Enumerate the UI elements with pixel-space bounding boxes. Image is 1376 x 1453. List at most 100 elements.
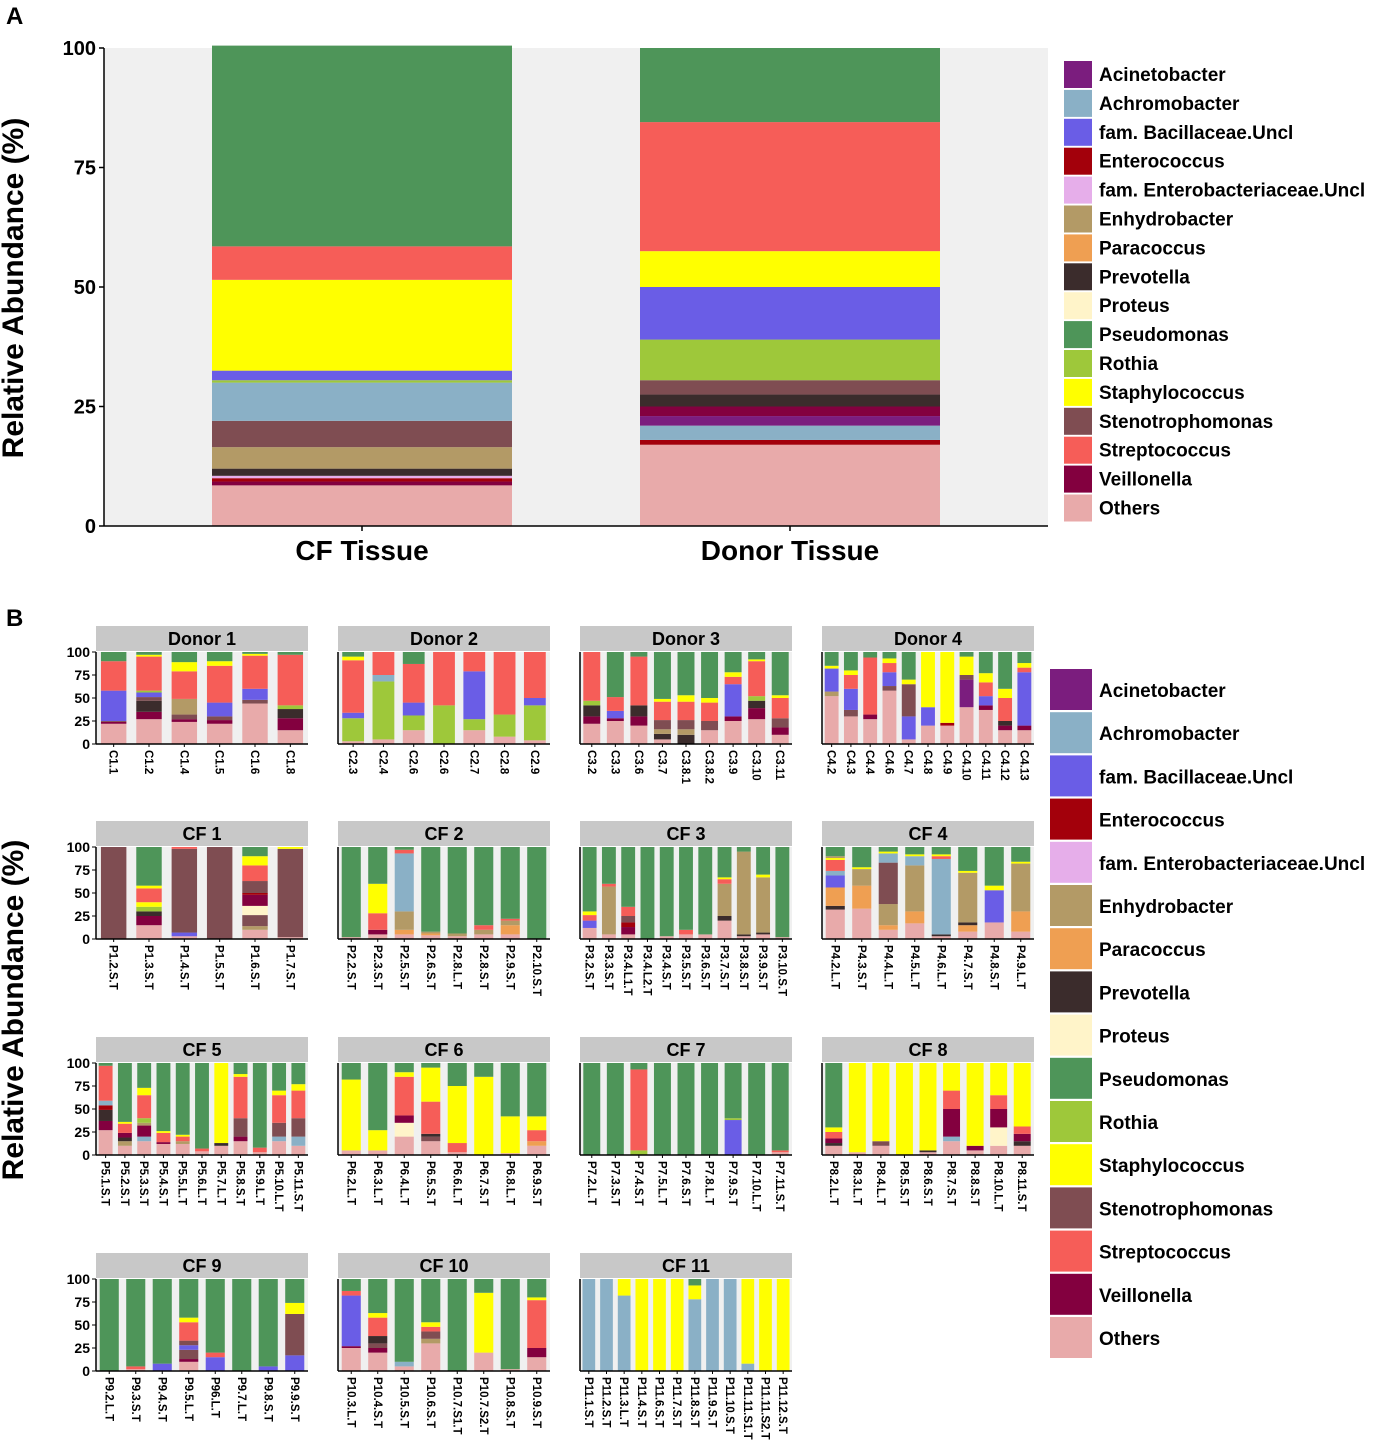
- y-tick-label-75: 75: [74, 158, 96, 180]
- bar-segment-c4-13-others: [1017, 730, 1032, 744]
- bar-segment-p5-10-l-t-staphylococcus: [272, 1090, 287, 1096]
- bar-segment-p7-9-s-t-fam-bacillaceae-uncl: [724, 1120, 742, 1155]
- bar-segment-c2-3-streptococcus: [342, 660, 365, 713]
- y-tick-label-100: 100: [67, 1055, 91, 1071]
- legend-swatch-enhydrobacter: [1064, 205, 1092, 233]
- bar-segment-c1-1-streptococcus: [100, 661, 127, 691]
- legend-swatch-streptococcus: [1050, 1230, 1092, 1272]
- bar-segment-p10-6-s-t-stenotrophomonas: [421, 1331, 441, 1339]
- bar-segment-p11-11-s1-t-achromobacter: [741, 1363, 755, 1371]
- bar-segment-p1-3-s-t-rothia: [136, 906, 162, 912]
- bar-segment-c4-7-pseudomonas: [901, 652, 916, 680]
- bar-segment-p5-1-s-t-others: [98, 1130, 113, 1155]
- bar-segment-c4-7-staphylococcus: [901, 679, 916, 685]
- bar-segment-p6-5-s-t-streptococcus: [421, 1101, 441, 1134]
- facet-title-cf-10: CF 10: [419, 1256, 468, 1276]
- bar-segment-p3-10-s-t-pseudomonas: [775, 847, 790, 938]
- bar-segment-donor-tissue-fam-bacillaceae-uncl: [640, 287, 940, 340]
- bar-segment-c3-7-pseudomonas: [653, 652, 671, 699]
- sample-label-p4-9-l-t: P4.9.L.T: [1014, 945, 1026, 989]
- sample-label-p9-3-s-t: P9.3.S.T: [129, 1377, 141, 1422]
- bar-segment-p2-8-s-t-pseudomonas: [474, 847, 494, 926]
- bar-segment-c1-5-staphylococcus: [206, 661, 233, 666]
- bar-segment-p5-5-l-t-others: [175, 1143, 190, 1155]
- bar-segment-p4-7-s-t-enhydrobacter: [958, 872, 978, 923]
- bar-segment-p5-8-s-t-stenotrophomonas: [233, 1118, 248, 1137]
- legend-swatch-prevotella: [1050, 971, 1092, 1013]
- bar-segment-p5-6-l-t-others: [195, 1151, 209, 1155]
- bar-segment-c4-11-veillonella: [978, 705, 993, 710]
- bar-segment-c3-10-rothia: [748, 696, 766, 701]
- bar-segment-p4-9-l-t-others: [1011, 931, 1031, 939]
- bar-segment-c3-7-stenotrophomonas: [653, 720, 671, 730]
- sample-label-p11-8-s-t: P11.8.S.T: [688, 1377, 700, 1428]
- bar-segment-p6-9-s-t-pseudomonas: [527, 1063, 547, 1117]
- bar-segment-p3-7-s-t-pseudomonas: [717, 847, 732, 878]
- sample-label-p10-4-s-t: P10.4.S.T: [371, 1377, 383, 1428]
- bar-segment-p8-11-s-t-others: [1013, 1145, 1031, 1155]
- bar-segment-p9-5-l-t-veillonella: [179, 1359, 199, 1362]
- bar-segment-c4-9-enterococcus: [940, 722, 955, 726]
- bar-segment-p7-4-s-t-pseudomonas: [630, 1063, 648, 1070]
- bar-segment-p4-2-l-t-fam-bacillaceae-uncl: [825, 875, 845, 888]
- bar-segment-c4-12-pseudomonas: [998, 652, 1013, 689]
- facet-strip-cf-1: [96, 821, 308, 846]
- y-tick-label-50: 50: [74, 885, 90, 901]
- bar-segment-c3-6-streptococcus: [630, 656, 648, 706]
- bar-segment-p3-4-s-t-pseudomonas: [659, 847, 674, 937]
- bar-segment-c4-9-others: [940, 725, 955, 744]
- bar-segment-p4-2-l-t-streptococcus: [825, 859, 845, 871]
- bar-segment-p6-3-l-t-others: [368, 1150, 388, 1155]
- bar-segment-p2-8-l-t-others: [447, 936, 467, 939]
- bar-segment-p4-9-l-t-pseudomonas: [1011, 847, 1031, 862]
- facet-title-cf-3: CF 3: [666, 824, 705, 844]
- bar-segment-p5-7-l-t-staphylococcus: [214, 1063, 229, 1144]
- bar-segment-p5-5-l-t-staphylococcus: [175, 1134, 190, 1137]
- sample-label-c2-9: C2.9: [528, 750, 540, 774]
- bar-segment-c2-3-staphylococcus: [342, 656, 365, 661]
- bar-segment-p2-9-s-t-streptococcus: [500, 918, 520, 921]
- y-tick-label-75: 75: [74, 667, 90, 683]
- bar-segment-p1-7-s-t-others: [277, 937, 304, 939]
- bar-segment-c2-8-others: [493, 736, 516, 744]
- sample-label-p5-10-l-t: P5.10.L.T: [272, 1161, 284, 1212]
- bar-segment-p8-3-l-t-others: [848, 1152, 866, 1155]
- bar-segment-c3-7-staphylococcus: [653, 698, 671, 702]
- sample-label-p11-6-s-t: P11.6.S.T: [653, 1377, 665, 1428]
- bar-segment-c3-11-stenotrophomonas: [771, 718, 789, 728]
- bar-segment-p4-9-l-t-paracoccus: [1011, 911, 1031, 932]
- bar-segment-c1-2-pseudomonas: [136, 652, 162, 655]
- bar-segment-c1-2-fam-bacillaceae-uncl: [136, 692, 162, 698]
- sample-label-p5-9-l-t: P5.9.L.T: [253, 1161, 265, 1205]
- sample-label-p11-9-s-t: P11.9.S.T: [706, 1377, 718, 1428]
- bar-segment-c4-2-others: [824, 696, 839, 744]
- bar-segment-p4-4-l-t-enhydrobacter: [878, 904, 898, 926]
- bar-segment-p5-4-s-t-pseudomonas: [156, 1063, 171, 1132]
- bar-segment-p9-3-s-t-pseudomonas: [126, 1279, 146, 1367]
- bar-segment-c2-7-others: [463, 730, 486, 744]
- bar-segment-p5-8-s-t-pseudomonas: [233, 1063, 248, 1075]
- sample-label-p9-4-s-t: P9.4.S.T: [155, 1377, 167, 1422]
- sample-label-p11-11-s1-t: P11.11.S1.T: [741, 1377, 753, 1440]
- sample-label-p7-11-s-t: P7.11.S.T: [773, 1161, 785, 1212]
- bar-segment-p4-3-s-t-pseudomonas: [852, 847, 872, 868]
- legend-label-achromobacter: Achromobacter: [1099, 724, 1240, 745]
- sample-label-p6-9-s-t: P6.9.S.T: [530, 1161, 542, 1206]
- sample-label-c2-8: C2.8: [498, 750, 510, 775]
- bar-segment-p4-7-s-t-paracoccus: [958, 925, 978, 932]
- bar-segment-p7-4-s-t-rothia: [630, 1150, 648, 1155]
- bar-segment-c1-6-fam-bacillaceae-uncl: [242, 688, 268, 700]
- bar-segment-p8-8-s-t-others: [966, 1150, 984, 1155]
- bar-segment-p6-9-s-t-streptococcus: [527, 1130, 547, 1142]
- bar-segment-p6-7-s-t-pseudomonas: [474, 1063, 494, 1077]
- bar-segment-c2-9-streptococcus: [523, 652, 546, 698]
- bar-segment-p5-8-s-t-others: [233, 1141, 248, 1155]
- bar-segment-p2-3-s-t-veillonella: [368, 929, 388, 935]
- bar-segment-p4-5-l-t-pseudomonas: [905, 847, 925, 855]
- bar-segment-c3-9-streptococcus: [724, 676, 742, 685]
- bar-segment-p5-7-l-t-others: [214, 1145, 229, 1155]
- bar-segment-p5-3-s-t-enhydrobacter: [137, 1122, 152, 1126]
- bar-segment-c3-11-staphylococcus: [771, 695, 789, 698]
- bar-segment-p8-8-s-t-staphylococcus: [966, 1063, 984, 1146]
